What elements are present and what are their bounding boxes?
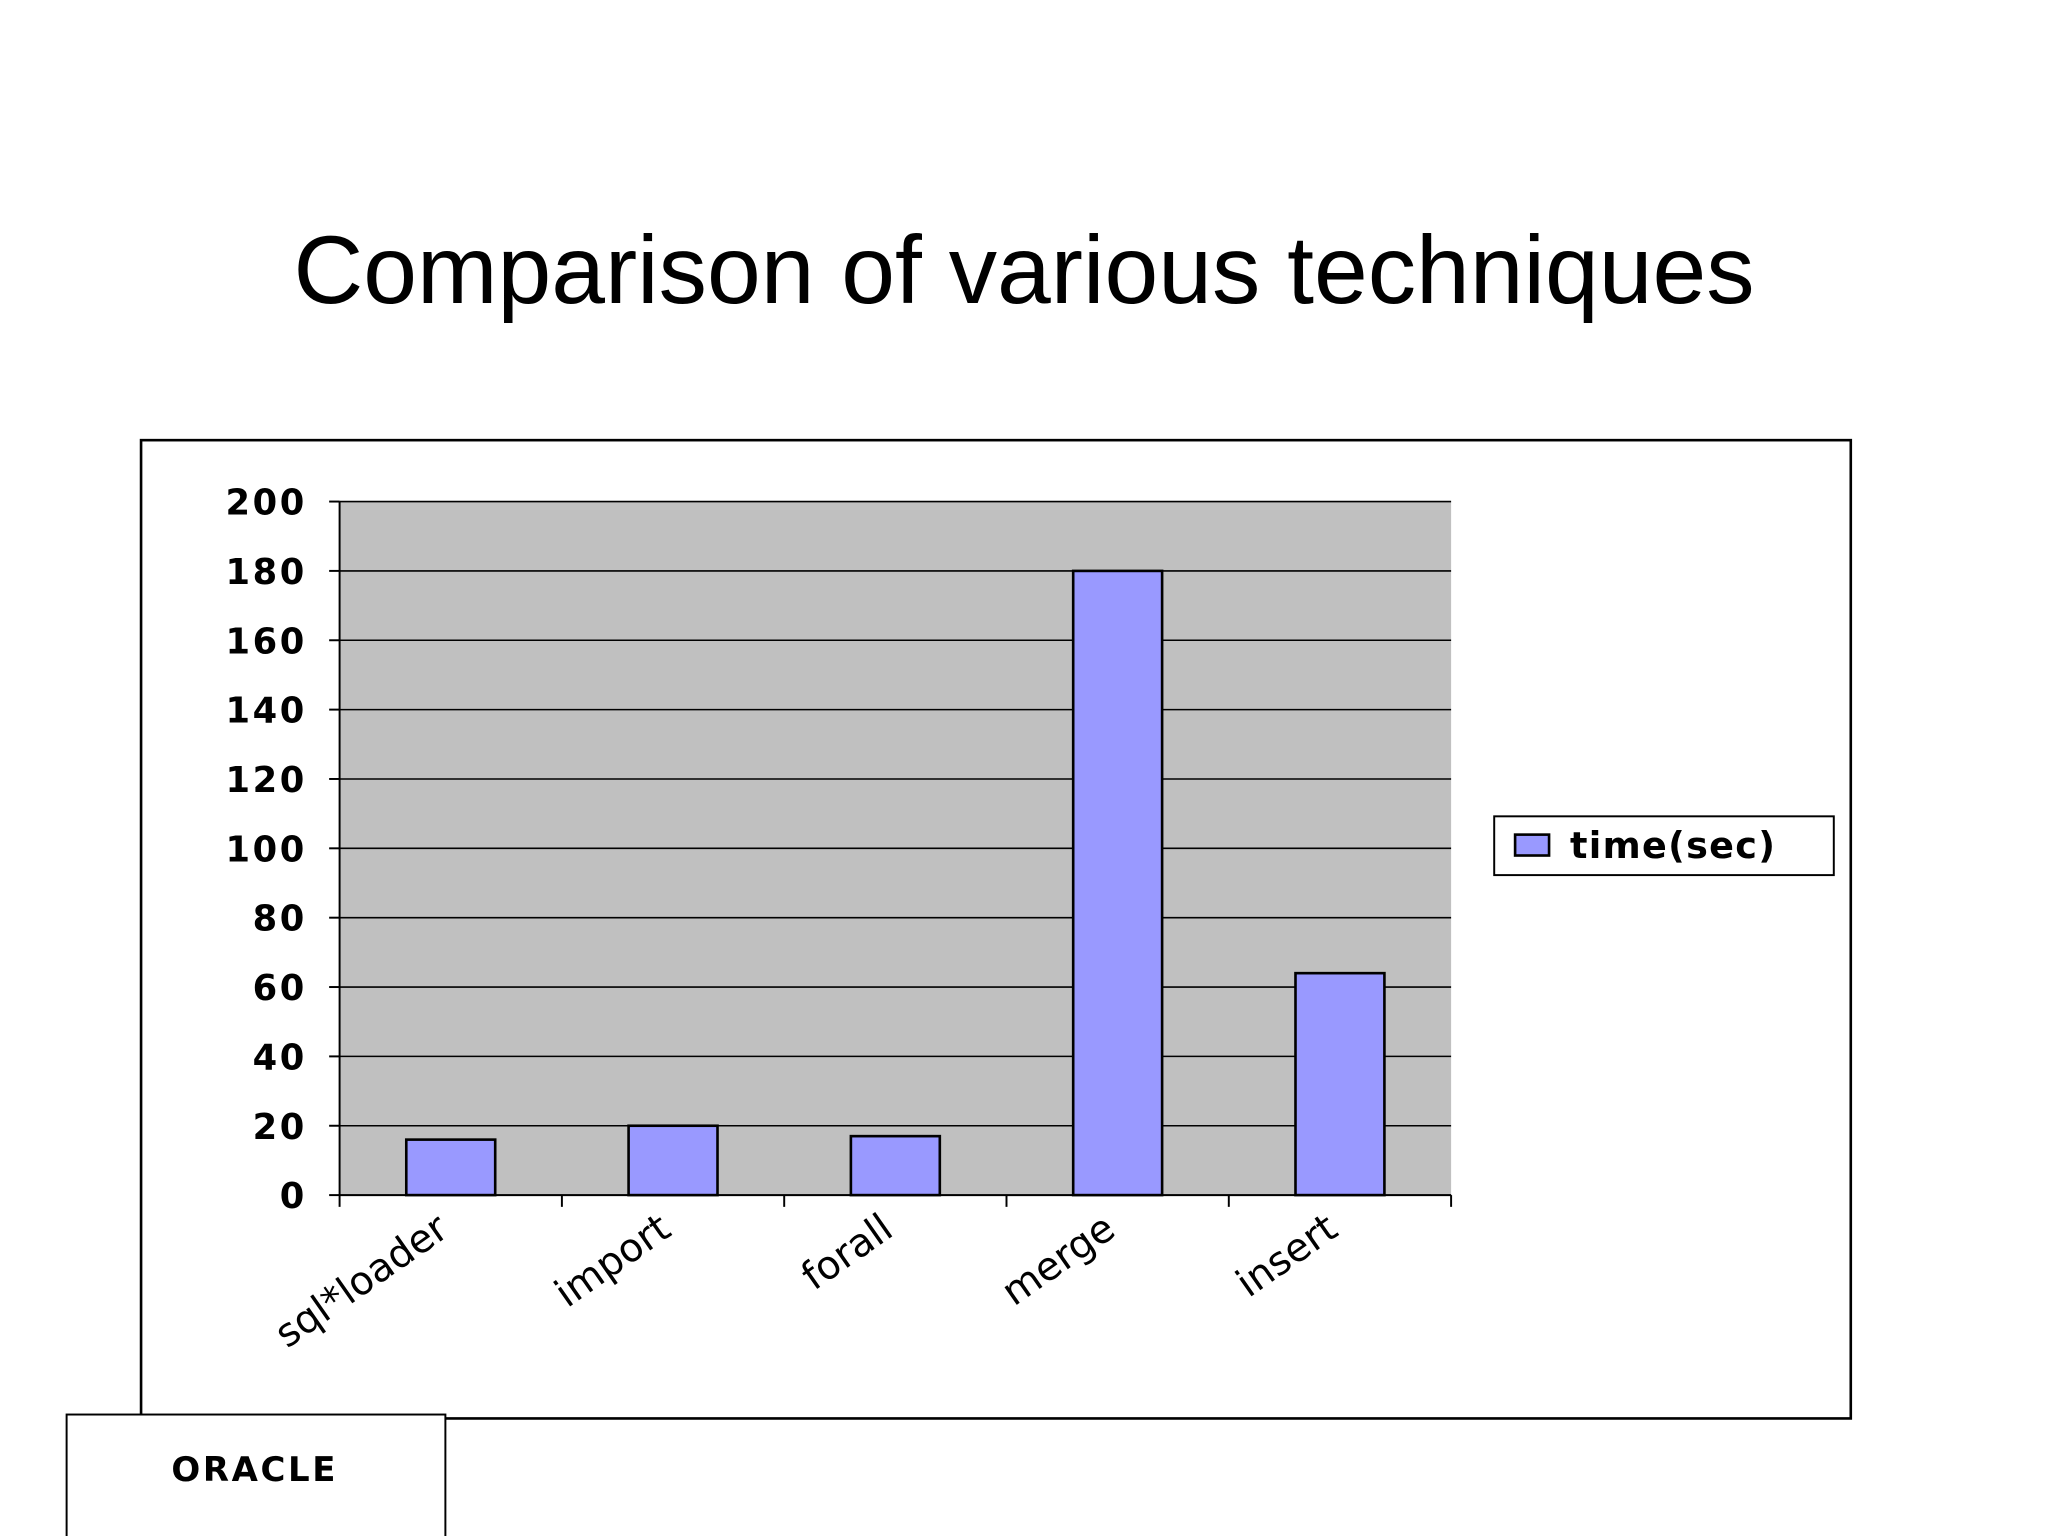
bar [404, 1138, 497, 1197]
y-tick-label: 120 [226, 760, 307, 801]
legend-label: time(sec) [1570, 824, 1776, 867]
bar [1071, 569, 1164, 1197]
y-tick-label: 40 [253, 1037, 307, 1078]
y-tick-label: 20 [253, 1107, 307, 1148]
y-tick-label: 60 [253, 968, 307, 1009]
chart-title: Comparison of various techniques [293, 217, 1754, 324]
y-tick-label: 180 [226, 552, 307, 593]
y-tick-label: 160 [226, 621, 307, 662]
legend-box [1493, 815, 1835, 877]
logo: ORACLE [171, 1450, 338, 1490]
logo-box [65, 1413, 447, 1536]
bar [1294, 971, 1386, 1197]
bar [849, 1134, 942, 1197]
y-tick-label: 0 [280, 1176, 307, 1217]
y-tick-label: 80 [253, 899, 307, 940]
legend-swatch [1513, 833, 1551, 857]
y-tick-label: 140 [226, 691, 307, 732]
y-tick-label: 200 [226, 483, 307, 524]
bar [627, 1124, 719, 1197]
y-tick-label: 100 [226, 829, 307, 870]
